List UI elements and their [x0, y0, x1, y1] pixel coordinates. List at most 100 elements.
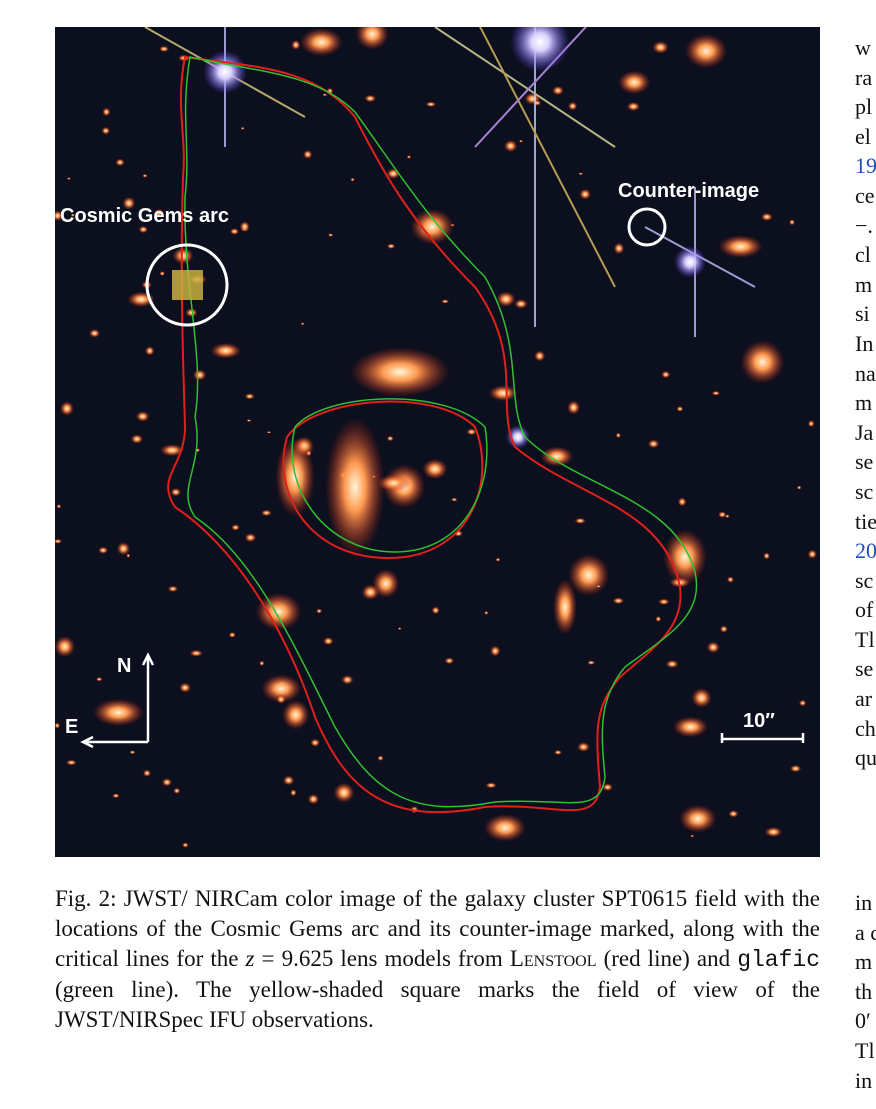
star — [510, 27, 570, 72]
text-line: na — [855, 360, 876, 386]
galaxy — [764, 826, 783, 838]
galaxy — [678, 804, 717, 833]
galaxy — [386, 435, 394, 442]
galaxy — [303, 149, 313, 160]
galaxy — [552, 85, 564, 96]
east-label: E — [65, 716, 78, 738]
galaxy — [718, 511, 727, 518]
text-line: qu — [855, 745, 876, 771]
galaxy — [102, 107, 111, 117]
cluster-galaxy — [325, 417, 385, 557]
galaxy — [691, 687, 712, 708]
galaxy — [410, 208, 455, 245]
galaxy — [612, 597, 625, 605]
text-line: ce — [855, 182, 875, 208]
galaxy — [540, 446, 574, 467]
galaxy — [92, 698, 144, 727]
galaxy — [355, 27, 389, 50]
galaxy — [503, 139, 518, 153]
galaxy — [181, 842, 189, 848]
text-line: se — [855, 449, 874, 475]
arc-label: Cosmic Gems arc — [60, 205, 229, 227]
galaxy — [95, 677, 103, 682]
counter-label: Counter-image — [618, 180, 759, 202]
galaxy — [484, 813, 527, 842]
galaxy — [652, 40, 669, 54]
galaxy — [116, 541, 131, 556]
text-line: 19 — [855, 153, 876, 179]
galaxy — [579, 188, 592, 200]
galaxy — [789, 219, 795, 226]
galaxy — [665, 659, 679, 669]
galaxy — [244, 533, 257, 543]
star — [674, 246, 706, 278]
text-line: of — [855, 597, 874, 623]
text-line: tie — [855, 508, 876, 534]
galaxy — [661, 370, 671, 379]
galaxy — [406, 155, 412, 159]
cluster-galaxy — [553, 579, 577, 635]
galaxy — [485, 782, 497, 789]
galaxy — [129, 750, 136, 755]
star — [203, 50, 247, 94]
galaxy — [489, 645, 501, 657]
scale-bar — [720, 733, 805, 743]
galaxy — [377, 474, 411, 492]
galaxy — [173, 787, 181, 794]
galaxy — [55, 722, 61, 729]
galaxy — [333, 782, 355, 803]
galaxy — [229, 228, 240, 235]
galaxy — [101, 126, 111, 135]
green-critical-line-inner — [291, 398, 488, 553]
galaxy — [112, 793, 120, 799]
text-line: Ja — [855, 419, 874, 445]
galaxy — [350, 177, 355, 182]
galaxy — [282, 699, 310, 730]
galaxy — [466, 428, 477, 436]
galaxy — [684, 33, 728, 69]
arc-circle — [145, 243, 229, 327]
galaxy — [159, 271, 166, 276]
galaxy — [88, 328, 101, 338]
galaxy — [626, 101, 641, 112]
text-line: in — [855, 1067, 873, 1093]
galaxy — [138, 225, 149, 234]
galaxy — [444, 657, 455, 665]
text-line: in — [855, 890, 873, 915]
galaxy — [246, 419, 252, 422]
galaxy — [595, 584, 602, 588]
galaxy — [587, 660, 596, 665]
galaxy — [789, 764, 802, 773]
galaxy — [185, 308, 198, 318]
galaxy — [126, 553, 131, 558]
galaxy — [55, 538, 63, 544]
galaxy — [260, 509, 272, 517]
galaxy — [56, 504, 62, 509]
green-critical-line — [184, 56, 698, 808]
text-line: sc — [855, 567, 874, 593]
galaxy — [760, 212, 773, 221]
text-line: m — [855, 390, 873, 416]
right-column-bottom: in a c m th 0′ Tl in — [855, 888, 876, 1095]
cluster-image: Cosmic Gems arc Counter-image N E 10″ — [55, 27, 820, 857]
galaxy — [364, 94, 377, 103]
galaxy — [431, 606, 440, 615]
text-line: sc — [855, 478, 874, 504]
galaxy — [613, 242, 625, 255]
galaxy — [655, 615, 662, 623]
galaxy — [291, 39, 301, 50]
galaxy — [740, 340, 785, 384]
cluster-galaxy — [663, 529, 707, 585]
caption-math: z — [245, 946, 255, 971]
galaxy — [282, 775, 295, 786]
text-line: w — [855, 35, 871, 60]
galaxy — [647, 439, 660, 449]
galaxy — [676, 405, 684, 412]
caption-software: glafic — [737, 947, 821, 973]
counter-circle — [627, 207, 667, 247]
galaxy — [259, 660, 265, 667]
galaxy — [672, 716, 709, 738]
text-line: m — [855, 949, 873, 975]
galaxy — [496, 291, 516, 307]
